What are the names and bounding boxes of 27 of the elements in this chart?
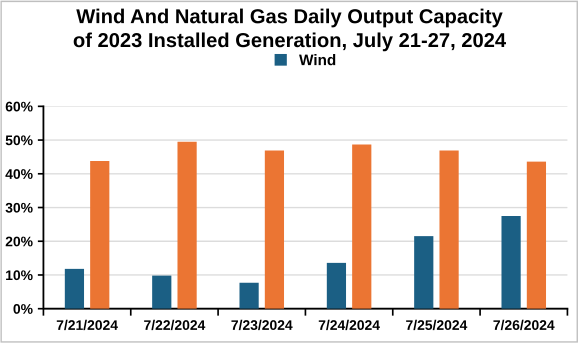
legend-label: Wind [299, 54, 336, 66]
bar [352, 144, 372, 309]
y-tick-label: 30% [6, 202, 33, 213]
x-tick-label: 7/21/2024 [56, 320, 118, 330]
y-tick-label: 60% [6, 102, 33, 112]
x-tick-label: 7/22/2024 [144, 320, 206, 330]
y-tick-label: 50% [6, 135, 33, 146]
bar [501, 216, 521, 309]
bar [239, 282, 259, 309]
x-tick-label: 7/25/2024 [406, 320, 468, 330]
bar [177, 142, 197, 309]
y-tick-label: 40% [5, 169, 33, 179]
x-tick-label: 7/26/2024 [493, 320, 555, 330]
y-tick-label: 0% [13, 304, 33, 314]
x-tick-label: 7/24/2024 [318, 320, 380, 330]
chart-title: Wind And Natural Gas Daily Output Capacity of 2023 Installed Generation, July 21-27, 2024 [74, 8, 506, 52]
y-tick-label: 20% [6, 236, 33, 246]
bar [526, 162, 546, 309]
bar [90, 160, 110, 309]
bar [64, 268, 84, 309]
x-tick-label: 7/23/2024 [231, 320, 293, 330]
y-tick-label: 10% [6, 270, 33, 280]
bar [326, 262, 346, 309]
bar [414, 236, 434, 309]
bar [264, 150, 284, 309]
bar [439, 150, 459, 309]
bar [152, 276, 172, 309]
